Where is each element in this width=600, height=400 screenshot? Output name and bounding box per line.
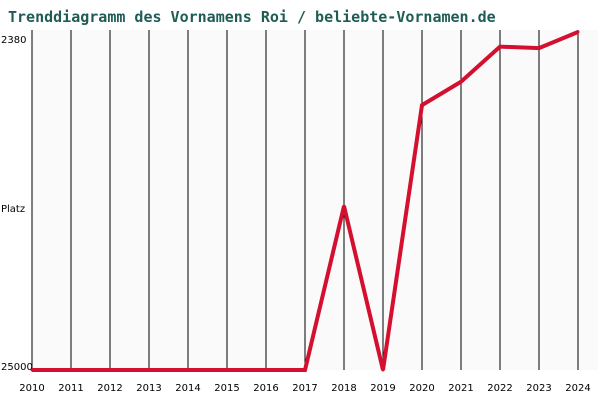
data-point-2017 — [303, 368, 307, 372]
plot-background — [32, 30, 598, 370]
grid-lines — [70, 30, 579, 370]
data-point-2014 — [186, 368, 190, 372]
x-tick-label-2016: 2016 — [253, 383, 278, 394]
data-point-2021 — [459, 80, 463, 84]
data-point-2016 — [264, 368, 268, 372]
chart-title: Trenddiagramm des Vornamens Roi / belieb… — [8, 8, 496, 26]
y-tick-label-top: 2380 — [1, 35, 26, 46]
data-point-2024 — [576, 30, 580, 34]
x-tick-label-2012: 2012 — [97, 383, 122, 394]
data-point-2023 — [537, 46, 541, 50]
data-point-2020 — [420, 103, 424, 107]
x-axis-labels: 2010 2011 2012 2013 2014 2015 2016 2017 2018 2019… — [19, 383, 590, 394]
x-tick-label-2010: 2010 — [19, 383, 44, 394]
y-axis-title: Platz — [1, 204, 25, 215]
x-tick-label-2017: 2017 — [292, 383, 317, 394]
x-tick-label-2018: 2018 — [331, 383, 356, 394]
x-tick-label-2015: 2015 — [214, 383, 239, 394]
x-tick-label-2020: 2020 — [409, 383, 434, 394]
data-point-2019 — [381, 368, 385, 372]
data-point-2010 — [30, 368, 34, 372]
x-tick-label-2013: 2013 — [136, 383, 161, 394]
x-tick-label-2021: 2021 — [448, 383, 473, 394]
data-point-2015 — [225, 368, 229, 372]
x-tick-label-2014: 2014 — [175, 383, 200, 394]
data-point-2012 — [108, 368, 112, 372]
y-axis-labels: 2380 25000 Platz — [1, 35, 33, 373]
series-lines — [30, 30, 580, 372]
x-tick-label-2011: 2011 — [58, 383, 83, 394]
data-point-2011 — [69, 368, 73, 372]
data-point-2013 — [147, 368, 151, 372]
data-point-2018 — [342, 204, 346, 208]
y-tick-label-bottom: 25000 — [1, 362, 33, 373]
x-tick-label-2024: 2024 — [565, 383, 590, 394]
x-tick-label-2022: 2022 — [487, 383, 512, 394]
x-tick-label-2019: 2019 — [370, 383, 395, 394]
x-tick-label-2023: 2023 — [526, 383, 551, 394]
data-point-2022 — [498, 45, 502, 49]
